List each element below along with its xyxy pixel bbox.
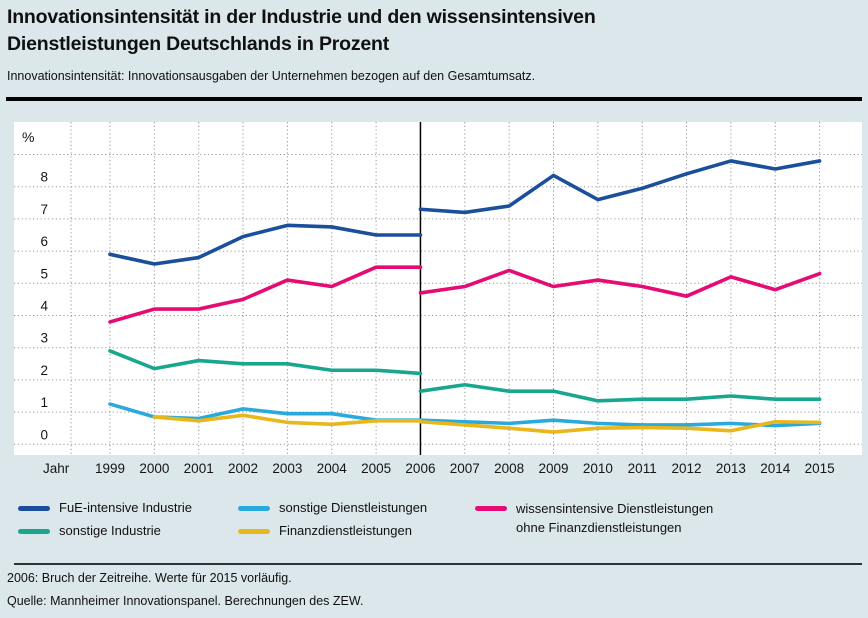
svg-text:2014: 2014 xyxy=(760,461,791,476)
legend-label: FuE-intensive Industrie xyxy=(59,500,192,515)
svg-text:2004: 2004 xyxy=(317,461,348,476)
svg-text:2015: 2015 xyxy=(805,461,835,476)
title-line-1: Innovationsintensität in der Industrie u… xyxy=(7,6,596,28)
svg-text:8: 8 xyxy=(40,170,48,185)
chart-subtitle: Innovationsintensität: Innovationsausgab… xyxy=(7,69,536,83)
footnote-break: 2006: Bruch der Zeitreihe. Werte für 201… xyxy=(7,571,292,585)
svg-text:7: 7 xyxy=(40,202,48,217)
legend-item-sonstige-industrie: sonstige Industrie xyxy=(18,523,161,539)
legend-swatch-light-blue xyxy=(238,506,270,511)
svg-text:2: 2 xyxy=(40,363,48,378)
svg-text:4: 4 xyxy=(40,299,48,314)
legend-label-line-1: wissensintensive Dienstleistungen xyxy=(516,501,714,516)
svg-text:6: 6 xyxy=(40,234,48,249)
svg-text:2001: 2001 xyxy=(184,461,214,476)
legend-item-sonstige-dienstleistungen: sonstige Dienstleistungen xyxy=(238,500,427,516)
title-line-2: Dienstleistungen Deutschlands in Prozent xyxy=(7,33,390,55)
svg-text:2006: 2006 xyxy=(405,461,435,476)
legend-swatch-pink xyxy=(475,506,507,511)
line-chart: % 0 1 2 3 4 5 6 7 8 Jahr 1999 2000 2001 2002 2003 2004 20… xyxy=(14,122,862,476)
svg-text:%: % xyxy=(22,129,34,145)
svg-text:1: 1 xyxy=(40,395,48,410)
svg-text:2003: 2003 xyxy=(272,461,302,476)
series-line-0-old xyxy=(108,223,423,266)
footnote-source: Quelle: Mannheimer Innovationspanel. Ber… xyxy=(7,594,364,608)
svg-text:2000: 2000 xyxy=(139,461,169,476)
series-line-1-new xyxy=(418,382,822,403)
svg-text:2010: 2010 xyxy=(583,461,613,476)
svg-text:5: 5 xyxy=(40,266,48,281)
legend-swatch-dark-blue xyxy=(18,506,50,511)
legend-item-finanzdienstleistungen: Finanzdienstleistungen xyxy=(238,523,412,539)
legend-label: wissensintensive Dienstleistungen ohne F… xyxy=(516,500,713,538)
svg-text:3: 3 xyxy=(40,331,48,346)
legend-swatch-yellow xyxy=(238,529,270,534)
legend-label-line-2: ohne Finanzdienstleistungen xyxy=(516,520,682,535)
legend-label: sonstige Industrie xyxy=(59,523,161,538)
svg-text:2008: 2008 xyxy=(494,461,524,476)
svg-text:1999: 1999 xyxy=(95,461,125,476)
svg-text:2009: 2009 xyxy=(538,461,568,476)
series-line-0-new xyxy=(418,159,822,215)
legend-item-wissensintensive-dienstleistungen: wissensintensive Dienstleistungen ohne F… xyxy=(475,500,713,538)
page-title: Innovationsintensität in der Industrie u… xyxy=(7,4,596,58)
legend-swatch-teal xyxy=(18,529,50,534)
series-line-4-new xyxy=(418,268,822,298)
svg-text:2005: 2005 xyxy=(361,461,391,476)
series-line-3-new xyxy=(418,419,822,434)
svg-text:Jahr: Jahr xyxy=(43,461,70,476)
legend-label: Finanzdienstleistungen xyxy=(279,523,412,538)
svg-text:0: 0 xyxy=(40,427,48,442)
title-divider-rule xyxy=(6,97,862,101)
svg-text:2002: 2002 xyxy=(228,461,258,476)
series-line-3-old xyxy=(152,413,423,427)
svg-text:2013: 2013 xyxy=(716,461,746,476)
footer-divider-rule xyxy=(14,563,862,565)
svg-text:2011: 2011 xyxy=(628,461,657,476)
svg-text:2007: 2007 xyxy=(450,461,480,476)
legend-label: sonstige Dienstleistungen xyxy=(279,500,428,515)
legend-item-fue-intensive-industrie: FuE-intensive Industrie xyxy=(18,500,192,516)
series-line-4-old xyxy=(108,265,423,324)
series-line-1-old xyxy=(108,349,423,376)
svg-text:2012: 2012 xyxy=(672,461,702,476)
